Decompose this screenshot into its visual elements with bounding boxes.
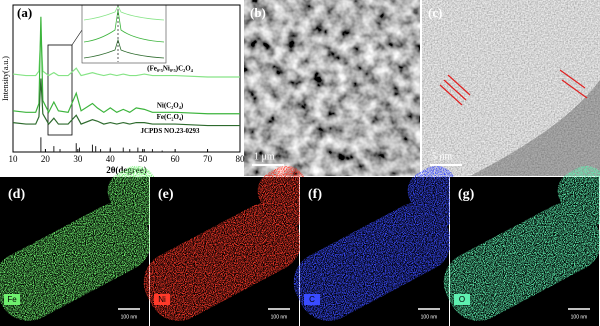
zoom-box [47,44,73,136]
zoom-connector [71,29,83,46]
element-badge [454,294,470,305]
panel-label: (a) [17,5,32,20]
series-label: Fe(C₂O₄) [157,113,184,121]
sem-image [244,0,420,176]
scale-label: 100 nm [121,314,138,320]
x-tick-label: 60 [171,154,181,164]
panel-label: (b) [250,5,266,20]
inset-curves [83,5,165,62]
lattice-marks [439,69,588,106]
element-badge [154,294,170,305]
series-label: (Fe₀.₅Ni₀.₅)C₂O₄ [147,65,194,73]
element-badge [304,294,320,305]
element-label: C [309,295,315,304]
element-badge [4,294,20,305]
particle [293,202,452,321]
y-axis-label: Intensity(a.u.) [1,56,10,101]
x-tick-label: 20 [41,154,51,164]
series-line [12,16,240,115]
particle [443,202,600,321]
series-line [12,78,240,127]
x-tick-label: 10 [9,154,19,164]
reference-label: JCPDS NO.23-0293 [140,127,200,135]
particle [0,202,152,321]
panel-label: (c) [428,5,442,20]
plot-frame [12,4,241,153]
scale-label: 1 μm [254,151,275,162]
scale-label: 5 nm [432,151,453,162]
panel-label: (d) [8,187,25,202]
element-label: O [459,295,465,304]
tem-image [422,0,600,176]
tem-shadow [470,80,600,176]
scale-label: 100 nm [421,314,438,320]
panel-label: (g) [458,187,475,202]
x-tick-label: 70 [203,154,213,164]
element-label: Fe [7,295,17,304]
element-label: Ni [158,295,166,304]
particle [557,165,600,229]
x-tick-label: 80 [236,154,246,164]
series-label: Ni(C₂O₄) [157,101,184,109]
inset [81,4,167,64]
x-tick-label: 30 [73,154,83,164]
x-tick-label: 50 [138,154,148,164]
scale-label: 100 nm [571,314,588,320]
panel-label: (e) [158,187,174,202]
x-tick-label: 40 [106,154,116,164]
element-distribution [443,165,600,321]
scale-label: 100 nm [271,314,288,320]
panel-label: (f) [308,187,322,202]
particle [143,202,302,321]
